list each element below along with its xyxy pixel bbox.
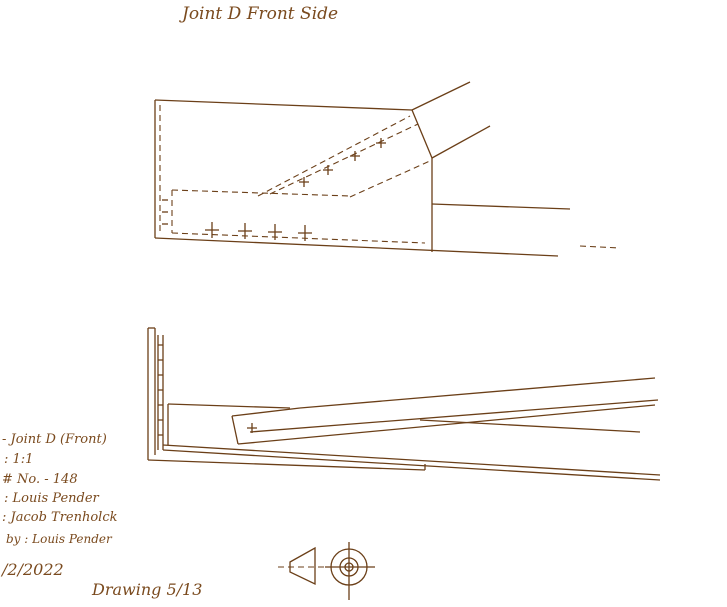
bolt-marks-diagonal — [299, 138, 386, 187]
bolt-mark-side — [247, 423, 257, 433]
tb-scale: : 1:1 — [4, 452, 34, 467]
bolt-marks-horizontal — [205, 222, 312, 241]
tb-checked: : Jacob Trenholck — [2, 510, 118, 525]
third-angle-projection-symbol — [278, 542, 375, 600]
tb-date: /2/2022 — [2, 560, 64, 579]
tb-part-no: # No. - 148 — [2, 472, 78, 487]
tb-drawn: : Louis Pender — [4, 491, 99, 506]
tb-approved: by : Louis Pender — [6, 532, 112, 546]
side-view — [147, 327, 661, 481]
tb-name: - Joint D (Front) — [2, 432, 107, 447]
top-view — [154, 81, 621, 257]
drawing-title: Joint D Front Side — [182, 4, 339, 24]
tb-drawing-number: Drawing 5/13 — [92, 580, 203, 599]
